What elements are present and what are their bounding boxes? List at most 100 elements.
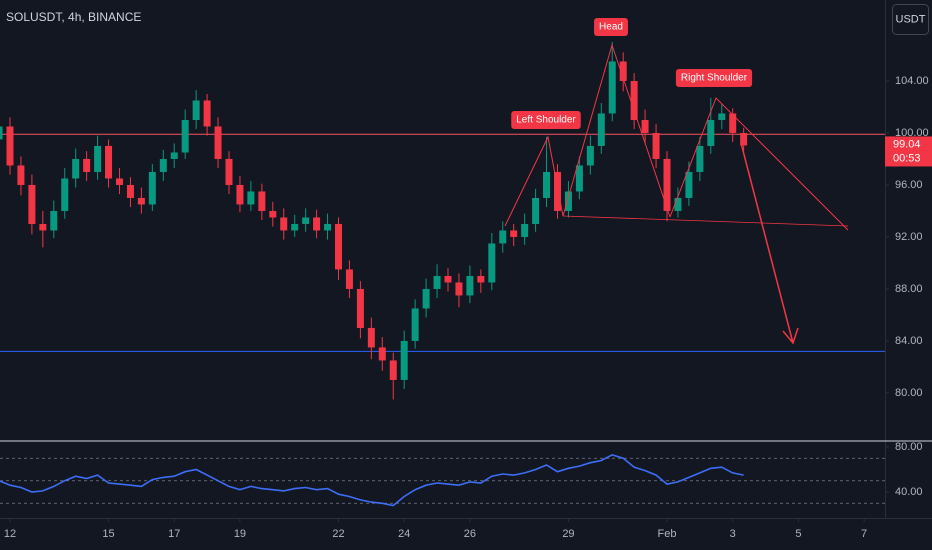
candle-body: [685, 171, 693, 198]
x-tick-label: 19: [234, 528, 246, 540]
candle-body: [225, 158, 233, 185]
currency-button-label[interactable]: USDT: [896, 13, 926, 25]
x-tick-label: 7: [861, 528, 867, 540]
candle-body: [543, 171, 551, 198]
candle-body: [564, 191, 572, 211]
candle-body: [50, 210, 58, 231]
candle-body: [72, 158, 80, 179]
candle-body: [269, 210, 277, 218]
x-tick-label: 12: [4, 528, 16, 540]
candle-body: [214, 126, 222, 159]
candle-body: [258, 191, 266, 211]
y-tick-label: 100.00: [895, 127, 929, 139]
candle-body: [740, 132, 748, 146]
candle-body: [6, 126, 14, 166]
annotation-head: Head: [594, 18, 628, 36]
y-tick-label: 80.00: [895, 387, 923, 399]
annotation-box: [594, 18, 628, 36]
candle-body: [28, 184, 36, 224]
x-tick-label: 22: [332, 528, 344, 540]
candle-body: [499, 230, 507, 244]
candle-body: [324, 223, 332, 231]
candle-body: [597, 113, 605, 146]
candle-body: [356, 288, 364, 328]
candle-body: [575, 165, 583, 192]
candle-body: [39, 223, 47, 231]
x-tick-label: 17: [168, 528, 180, 540]
candle-body: [510, 230, 518, 237]
candle-body: [61, 178, 69, 211]
annotation-right-shoulder: Right Shoulder: [675, 69, 753, 87]
candle-body: [422, 288, 430, 309]
rsi-pane: [0, 453, 885, 507]
candle-body: [630, 80, 638, 120]
candle-body: [696, 145, 704, 172]
candle-body: [313, 217, 321, 231]
x-tick-label: 3: [730, 528, 736, 540]
rsi-y-tick-label: 40.00: [895, 486, 923, 498]
candle-body: [105, 145, 113, 179]
y-tick-label: 104.00: [895, 75, 929, 87]
x-tick-label: Feb: [658, 528, 677, 540]
candle-body: [729, 113, 737, 133]
candle-body: [247, 191, 255, 205]
candle-body: [444, 275, 452, 283]
x-tick-label: 24: [398, 528, 410, 540]
pattern-drawings: [504, 43, 849, 345]
candle-body: [170, 152, 178, 159]
candle-body: [411, 308, 419, 341]
candle-body: [521, 223, 529, 237]
candle-body: [203, 100, 211, 127]
candle-body: [302, 217, 310, 224]
y-tick-label: 88.00: [895, 283, 923, 295]
currency-button[interactable]: [892, 4, 929, 35]
candle-body: [181, 119, 189, 153]
annotation-label: Left Shoulder: [516, 115, 576, 126]
candle-body: [674, 197, 682, 211]
candle-body: [94, 145, 102, 172]
candle-body: [608, 61, 616, 114]
candle-body: [455, 282, 463, 296]
countdown-label: 00:53: [893, 152, 921, 164]
candle-body: [707, 119, 715, 146]
candle-body: [83, 158, 91, 172]
candle-body: [619, 61, 627, 81]
candle-body: [554, 171, 562, 211]
x-tick-label: 15: [102, 528, 114, 540]
last-price-label: 99.04: [893, 138, 921, 150]
annotation-box: [675, 69, 753, 87]
annotation-label: Head: [599, 22, 623, 33]
candle-body: [192, 100, 200, 120]
candle-body: [367, 327, 375, 348]
candles: [0, 41, 885, 400]
candle-body: [126, 184, 134, 198]
rsi-y-tick-label: 80.00: [895, 441, 923, 453]
annotation-box: [511, 111, 581, 129]
candle-body: [586, 145, 594, 166]
last-price-box: [885, 136, 932, 167]
candle-body: [488, 243, 496, 283]
annotation-label: Right Shoulder: [681, 73, 748, 84]
arrow-head: [782, 327, 799, 345]
candle-body: [236, 184, 244, 205]
rsi-line: [0, 453, 744, 507]
candle-body: [137, 197, 145, 205]
candle-body: [389, 360, 397, 380]
candle-body: [17, 165, 25, 185]
candle-body: [345, 269, 353, 289]
candle-body: [148, 171, 156, 205]
candle-body: [532, 197, 540, 224]
candle-body: [159, 158, 167, 172]
candle-body: [0, 126, 3, 140]
candle-body: [466, 275, 474, 296]
y-tick-label: 84.00: [895, 335, 923, 347]
candle-body: [477, 275, 485, 283]
x-tick-label: 5: [795, 528, 801, 540]
x-tick-label: 26: [464, 528, 476, 540]
candle-body: [400, 340, 408, 380]
target-arrow: [740, 142, 794, 344]
y-tick-label: 92.00: [895, 231, 923, 243]
candle-body: [433, 275, 441, 289]
